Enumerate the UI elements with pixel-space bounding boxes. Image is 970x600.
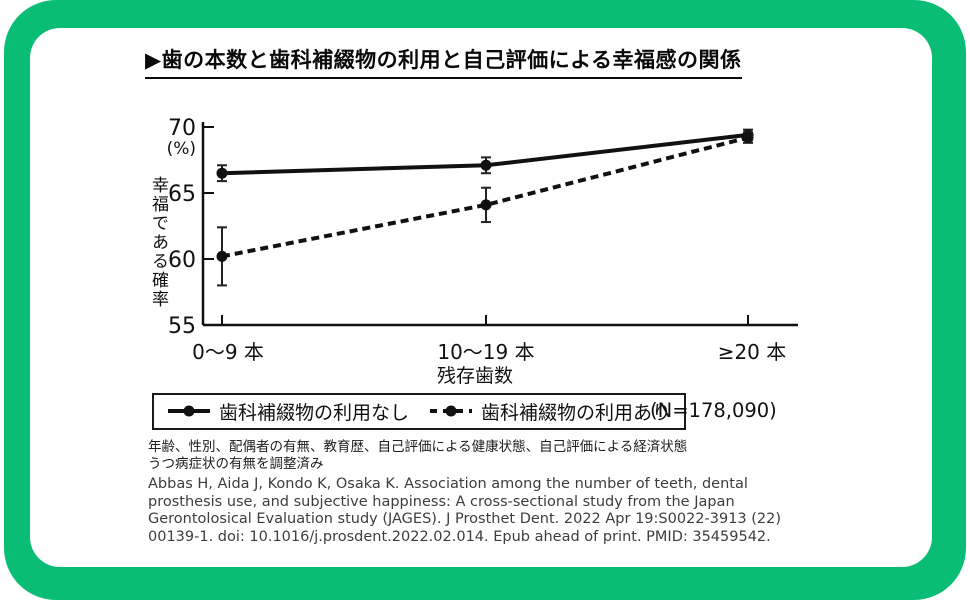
y-tick-label-70: 70 <box>168 116 196 141</box>
figure-title: ▶歯の本数と歯科補綴物の利用と自己評価による幸福感の関係 <box>145 44 742 79</box>
x-tick-label-0-9: 0〜9 本 <box>192 340 264 364</box>
y-tick-label-65: 65 <box>168 182 196 207</box>
sample-size-label: (N=178,090) <box>650 399 777 422</box>
citation-line: Abbas H, Aida J, Kondo K, Osaka K. Assoc… <box>148 476 748 492</box>
data-point <box>216 167 228 179</box>
y-tick-label-55: 55 <box>168 314 196 339</box>
data-point <box>216 250 228 262</box>
chart-series <box>216 128 754 287</box>
citation-line: prosthesis use, and subjective happiness… <box>148 493 735 510</box>
y-tick-label-60: 60 <box>168 248 196 273</box>
white-card <box>30 28 932 567</box>
x-tick-label-20plus: ≥20 本 <box>718 340 787 364</box>
legend-dashed-line-icon <box>429 401 473 423</box>
legend-solid-line-icon <box>167 401 211 423</box>
footnote-line: うつ病症状の有無を調整済み <box>148 456 324 472</box>
legend-item-no-prosthesis: 歯科補綴物の利用なし <box>167 398 409 425</box>
axes <box>201 122 798 327</box>
chart-legend: 歯科補綴物の利用なし 歯科補綴物の利用あり <box>152 393 687 430</box>
data-point <box>742 132 754 144</box>
y-axis-title: 幸福である確率 <box>148 176 168 309</box>
data-point <box>480 159 492 171</box>
adjustment-footnote: 年齢、性別、配偶者の有無、教育歴、自己評価による健康状態、自己評価による経済状態… <box>148 439 687 473</box>
legend-item-with-prosthesis: 歯科補綴物の利用あり <box>429 398 671 425</box>
line-chart: 70 (%) 65 60 55 0〜9 本 10〜19 本 ≥20 本 残存歯数 <box>167 116 798 387</box>
citation-line: 00139-1. doi: 10.1016/j.prosdent.2022.02… <box>148 528 771 545</box>
x-axis-title: 残存歯数 <box>437 365 513 387</box>
data-point <box>480 199 492 211</box>
legend-label: 歯科補綴物の利用なし <box>219 402 410 424</box>
legend-label: 歯科補綴物の利用あり <box>481 402 672 424</box>
citation-line: Gerontolosical Evaluation study (JAGES).… <box>148 511 782 527</box>
y-unit-label: (%) <box>167 139 196 159</box>
x-tick-label-10-19: 10〜19 本 <box>437 340 534 364</box>
series-line-dashed <box>221 135 749 259</box>
citation: Abbas H, Aida J, Kondo K, Osaka K. Assoc… <box>148 476 781 546</box>
footnote-line: 年齢、性別、配偶者の有無、教育歴、自己評価による健康状態、自己評価による経済状態 <box>148 439 688 455</box>
